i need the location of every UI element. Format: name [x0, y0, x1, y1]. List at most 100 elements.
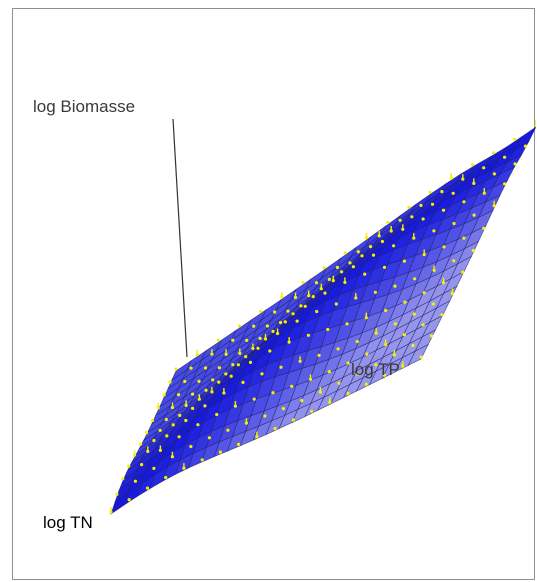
observation-point [503, 182, 507, 186]
observation-point [115, 492, 119, 496]
observation-point [351, 265, 355, 269]
observation-point [327, 370, 331, 374]
observation-point [140, 463, 144, 467]
observation-point [428, 190, 432, 194]
x-axis-label: log TN [43, 513, 93, 532]
observation-point [283, 320, 287, 324]
observation-point [217, 380, 221, 384]
observation-point [252, 397, 256, 401]
observation-point [411, 343, 415, 348]
observation-point [513, 162, 517, 166]
plot-frame: log Biomasse log TP log TN [12, 8, 536, 580]
observation-point [462, 236, 466, 240]
observation-point [340, 270, 344, 274]
observation-point [268, 349, 272, 353]
observation-point [369, 245, 373, 249]
observation-point [382, 373, 387, 377]
biomass-axis-line [172, 118, 188, 358]
observation-point [145, 486, 150, 490]
observation-point [127, 498, 131, 502]
observation-point [197, 379, 201, 383]
observation-point [244, 355, 248, 359]
observation-point [348, 261, 352, 265]
observation-point [237, 324, 242, 328]
observation-point [236, 363, 240, 367]
observation-point [419, 203, 423, 207]
observation-point [231, 338, 235, 342]
observation-point [523, 144, 528, 148]
observation-point [513, 137, 517, 141]
observation-point [346, 361, 350, 365]
observation-point [127, 464, 131, 468]
observation-point [144, 431, 149, 435]
observation-point [300, 399, 304, 403]
observation-point [290, 384, 294, 388]
observation-point [343, 251, 347, 255]
observation-point [291, 312, 295, 316]
observation-point [374, 363, 378, 367]
observation-point [189, 366, 193, 370]
observation-point [200, 458, 204, 462]
observation-point [461, 270, 465, 274]
observation-point [441, 208, 446, 212]
observation-point [231, 363, 235, 367]
observation-point [248, 360, 253, 364]
observation-point [196, 423, 200, 427]
observation-point [462, 200, 466, 204]
observation-point [392, 244, 396, 248]
observation-point [421, 217, 425, 221]
observation-point [311, 295, 315, 299]
observation-point [203, 366, 208, 370]
observation-point [168, 380, 172, 384]
observation-point [355, 372, 359, 376]
observation-point [403, 300, 407, 304]
observation-point [419, 355, 423, 359]
observation-point [273, 426, 277, 431]
observation-point [337, 381, 341, 385]
observation-point [452, 259, 456, 263]
observation-point [322, 266, 326, 270]
surface-facet [110, 491, 129, 515]
observation-point [327, 277, 331, 281]
observation-point [203, 404, 207, 408]
observation-point [470, 163, 475, 167]
observation-point [177, 435, 181, 439]
observation-point [432, 229, 436, 233]
observation-point [410, 215, 414, 219]
observation-point [306, 333, 310, 337]
observation-point [291, 418, 295, 422]
observation-point [373, 290, 377, 294]
observation-point [281, 407, 285, 411]
observation-point [412, 312, 416, 316]
observation-point [336, 347, 340, 351]
observation-point [226, 428, 230, 432]
observation-point [503, 155, 507, 159]
observation-point [407, 205, 411, 209]
observation-point [121, 477, 125, 481]
observation-point [229, 374, 233, 378]
observation-point [317, 353, 321, 357]
observation-point [402, 259, 406, 263]
observation-point [364, 382, 368, 386]
observation-point [207, 436, 211, 440]
observation-point [492, 151, 496, 155]
observation-point [184, 418, 188, 423]
observation-point [346, 391, 350, 395]
observation-point [326, 327, 330, 332]
observation-point [152, 438, 156, 443]
observation-point [256, 346, 260, 350]
observation-point [279, 365, 283, 369]
observation-point [430, 202, 435, 206]
observation-point [363, 272, 367, 276]
observation-point [356, 250, 360, 254]
observation-point [310, 409, 314, 413]
observation-point [314, 281, 319, 285]
observation-point [421, 323, 425, 327]
observation-point [323, 291, 327, 295]
observation-point [171, 423, 175, 427]
observation-point [355, 339, 359, 344]
observation-point [241, 380, 245, 384]
observation-point [271, 391, 275, 395]
observation-point [402, 333, 406, 337]
observation-point [204, 388, 208, 392]
